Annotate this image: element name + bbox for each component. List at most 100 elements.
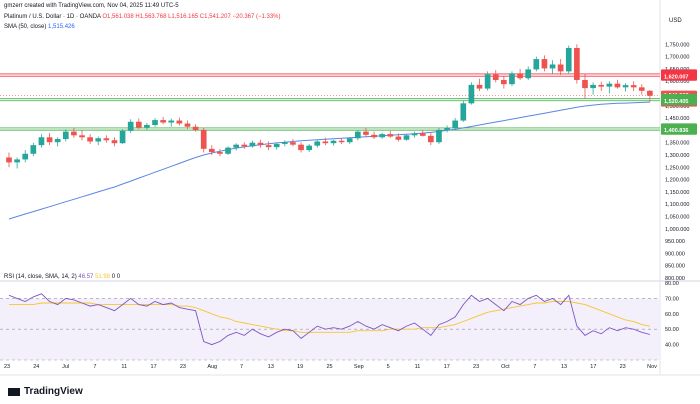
brand-name: TradingView xyxy=(24,386,83,397)
rsi-legend[interactable]: RSI (14, close, SMA, 14, 2) 46.57 51.98 … xyxy=(4,274,120,280)
sma-legend[interactable]: SMA (50, close) 1,515.426 xyxy=(4,24,75,30)
candle-body[interactable] xyxy=(257,142,264,146)
candle-body[interactable] xyxy=(87,137,93,142)
candle-body[interactable] xyxy=(582,79,588,89)
candle-body[interactable] xyxy=(192,126,199,130)
candle-body[interactable] xyxy=(614,83,621,88)
level-tag-resistance-2: 1,620.007 xyxy=(664,74,688,80)
candle-body[interactable] xyxy=(647,90,653,96)
candle-body[interactable] xyxy=(403,135,410,140)
candle-body[interactable] xyxy=(428,135,434,143)
candle-body[interactable] xyxy=(119,130,126,144)
candle-body[interactable] xyxy=(638,87,645,91)
ohlc-values: O1,561.038 H1,563.768 L1,516.165 C1,541.… xyxy=(102,14,281,20)
candle-body[interactable] xyxy=(501,79,507,85)
candle-body[interactable] xyxy=(127,121,134,131)
candle-body[interactable] xyxy=(460,103,467,121)
candle-body[interactable] xyxy=(565,47,572,72)
support-zone xyxy=(0,127,660,131)
candle-body[interactable] xyxy=(476,84,483,89)
candle-body[interactable] xyxy=(590,84,596,89)
candle-body[interactable] xyxy=(152,120,158,125)
candle-body[interactable] xyxy=(322,141,329,144)
candle-body[interactable] xyxy=(38,137,45,146)
candle-body[interactable] xyxy=(354,131,361,139)
candle-body[interactable] xyxy=(111,140,118,144)
candle-body[interactable] xyxy=(265,145,272,148)
candle-body[interactable] xyxy=(103,138,110,141)
candle-body[interactable] xyxy=(273,143,280,148)
candle-body[interactable] xyxy=(160,120,166,123)
candle-body[interactable] xyxy=(557,64,564,72)
candle-body[interactable] xyxy=(630,85,637,88)
candle-body[interactable] xyxy=(363,131,369,135)
time-tick-label: 24 xyxy=(33,364,39,370)
candle-body[interactable] xyxy=(290,142,296,145)
candle-body[interactable] xyxy=(411,133,418,136)
candle-body[interactable] xyxy=(95,138,102,142)
candle-body[interactable] xyxy=(436,129,442,143)
candle-body[interactable] xyxy=(144,124,150,128)
rsi-tick-label: 60.00 xyxy=(665,312,679,318)
candle-body[interactable] xyxy=(46,137,53,143)
candle-body[interactable] xyxy=(241,144,248,147)
candle-body[interactable] xyxy=(6,157,12,163)
candle-body[interactable] xyxy=(509,73,515,85)
time-tick-label: Jul xyxy=(62,364,69,370)
candle-body[interactable] xyxy=(135,121,142,128)
price-tick-label: 1,450.000 xyxy=(665,116,689,122)
candle-body[interactable] xyxy=(14,159,20,163)
candle-body[interactable] xyxy=(606,83,613,87)
rsi-ma-value: 51.98 xyxy=(95,274,111,280)
candle-body[interactable] xyxy=(598,84,605,87)
candle-body[interactable] xyxy=(330,140,337,144)
symbol-legend[interactable]: Platinum / U.S. Dollar · 1D · OANDA O1,5… xyxy=(4,14,281,20)
candle-body[interactable] xyxy=(622,85,629,88)
candle-body[interactable] xyxy=(338,140,345,143)
time-tick-label: Nov xyxy=(647,364,657,370)
candle-body[interactable] xyxy=(54,139,61,143)
time-tick-label: 7 xyxy=(533,364,536,370)
candle-body[interactable] xyxy=(225,147,231,154)
candle-body[interactable] xyxy=(444,127,450,130)
candle-body[interactable] xyxy=(346,138,353,143)
candle-body[interactable] xyxy=(419,133,426,136)
candle-body[interactable] xyxy=(233,144,239,148)
candle-body[interactable] xyxy=(22,153,29,160)
candle-body[interactable] xyxy=(574,47,580,80)
candle-body[interactable] xyxy=(30,145,37,154)
candle-body[interactable] xyxy=(371,134,377,138)
candle-body[interactable] xyxy=(484,74,491,89)
candle-body[interactable] xyxy=(79,135,85,138)
candle-body[interactable] xyxy=(549,64,556,69)
candle-body[interactable] xyxy=(168,120,175,123)
candle-body[interactable] xyxy=(468,84,475,104)
candle-body[interactable] xyxy=(281,142,288,144)
price-tick-label: 1,100.000 xyxy=(665,202,689,208)
price-tick-label: 1,350.000 xyxy=(665,141,689,147)
candle-body[interactable] xyxy=(525,69,532,79)
candle-body[interactable] xyxy=(517,73,523,79)
candle-body[interactable] xyxy=(387,134,394,137)
candle-body[interactable] xyxy=(314,141,321,146)
candle-body[interactable] xyxy=(249,142,256,147)
candle-body[interactable] xyxy=(452,120,459,128)
candle-body[interactable] xyxy=(379,134,386,138)
candle-body[interactable] xyxy=(395,136,402,140)
candle-body[interactable] xyxy=(208,148,215,153)
candle-body[interactable] xyxy=(492,74,499,80)
candle-body[interactable] xyxy=(306,145,313,151)
time-tick-label: Oct xyxy=(501,364,510,370)
time-tick-label: 17 xyxy=(590,364,596,370)
candle-body[interactable] xyxy=(184,123,191,127)
candle-body[interactable] xyxy=(62,131,69,140)
support-zone xyxy=(0,98,660,101)
candle-body[interactable] xyxy=(176,120,183,124)
candle-body[interactable] xyxy=(71,131,77,136)
candle-body[interactable] xyxy=(200,129,207,149)
candle-body[interactable] xyxy=(298,144,304,151)
candle-body[interactable] xyxy=(217,152,223,154)
candle-body[interactable] xyxy=(541,59,548,69)
candle-body[interactable] xyxy=(533,59,540,70)
